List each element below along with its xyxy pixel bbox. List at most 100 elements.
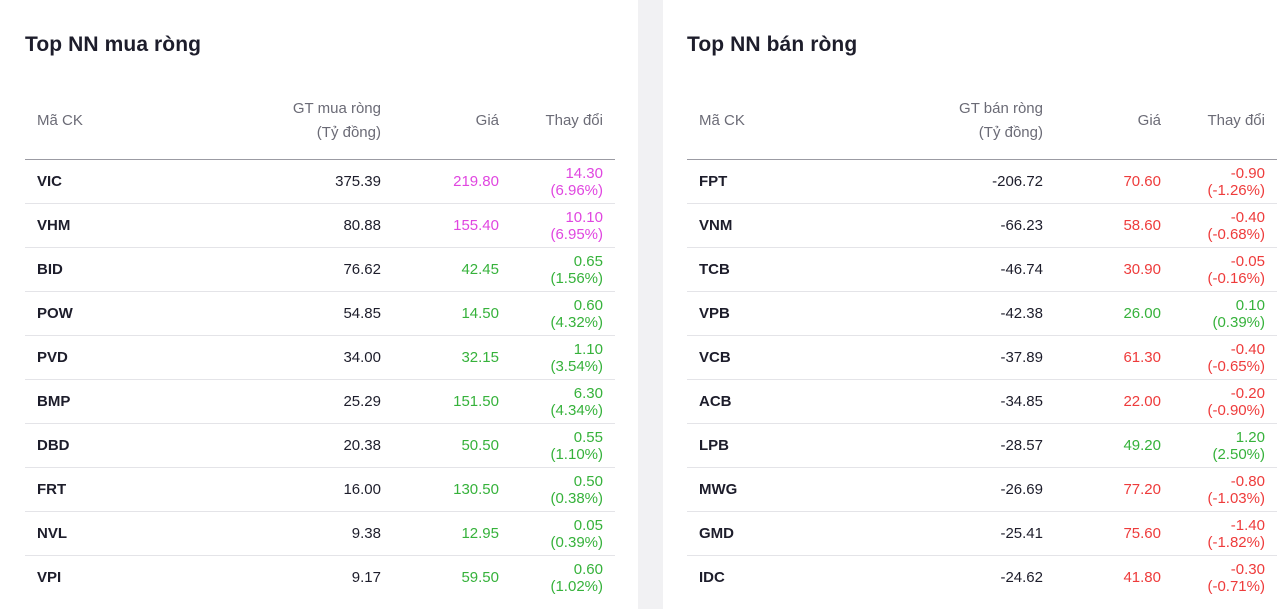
stock-code-cell[interactable]: DBD (25, 423, 169, 468)
stock-code-cell[interactable]: VPB (687, 291, 831, 336)
change-cell: 1.20 (2.50%) (1173, 423, 1277, 468)
table-row[interactable]: VPI 9.17 59.50 0.60 (1.02%) (25, 556, 615, 600)
table-row[interactable]: VNM -66.23 58.60 -0.40 (-0.68%) (687, 203, 1277, 248)
stock-code-cell[interactable]: PVD (25, 335, 169, 380)
net-value-cell: -24.62 (1000, 569, 1043, 586)
change-cell: -0.40 (-0.68%) (1173, 203, 1277, 248)
stock-code-cell[interactable]: VCB (687, 335, 831, 380)
table-row[interactable]: PVD 34.00 32.15 1.10 (3.54%) (25, 335, 615, 380)
price-cell: 75.60 (1055, 511, 1173, 556)
table-row[interactable]: BMP 25.29 151.50 6.30 (4.34%) (25, 379, 615, 424)
table-row[interactable]: TCB -46.74 30.90 -0.05 (-0.16%) (687, 247, 1277, 292)
stock-code-cell[interactable]: VIC (25, 159, 169, 204)
table-row[interactable]: MWG -26.69 77.20 -0.80 (-1.03%) (687, 467, 1277, 512)
change-cell: 10.10 (6.95%) (511, 203, 615, 248)
net-value-cell: 54.85 (169, 291, 393, 336)
net-buy-rows: VIC 375.39 219.80 14.30 (6.96%) VHM 80.88 155.… (25, 159, 615, 600)
net-value-cell: 80.88 (169, 203, 393, 248)
change-cell: 0.05 (0.39%) (511, 511, 615, 556)
stock-code-cell[interactable]: NVL (25, 511, 169, 556)
price-cell: 26.00 (1055, 291, 1173, 336)
net-value-cell: 20.38 (169, 423, 393, 468)
table-row[interactable]: LPB -28.57 49.20 1.20 (2.50%) (687, 423, 1277, 468)
price-cell: 32.15 (393, 335, 511, 380)
col-header-change[interactable]: Thay đổi (511, 82, 615, 160)
col-header-net-buy-value-line2: (Tỷ đồng) (316, 123, 381, 141)
price-cell: 61.30 (1055, 335, 1173, 380)
stock-code-cell[interactable]: POW (25, 291, 169, 336)
table-row[interactable]: IDC -24.62 41.80 -0.30 (-0.71%) (687, 556, 1277, 600)
top-net-sell-panel: Top NN bán ròng Mã CK GT bán ròng (Tỷ đồ… (663, 0, 1280, 609)
table-row[interactable]: ACB -34.85 22.00 -0.20 (-0.90%) (687, 379, 1277, 424)
price-cell: 70.60 (1055, 159, 1173, 204)
net-buy-header-row: Mã CK GT mua ròng (Tỷ đồng) Giá Thay đổi (25, 82, 615, 160)
stock-code-cell[interactable]: TCB (687, 247, 831, 292)
net-value-cell: 375.39 (169, 159, 393, 204)
net-value-cell: 34.00 (169, 335, 393, 380)
change-cell: 0.10 (0.39%) (1173, 291, 1277, 336)
stock-code-cell[interactable]: FRT (25, 467, 169, 512)
change-cell: 1.10 (3.54%) (511, 335, 615, 380)
stock-code-cell[interactable]: LPB (687, 423, 831, 468)
net-value-cell: -25.41 (831, 511, 1055, 556)
net-sell-rows: FPT -206.72 70.60 -0.90 (-1.26%) VNM -66.23 58… (687, 159, 1277, 600)
stock-code-cell[interactable]: GMD (687, 511, 831, 556)
net-value-cell: 76.62 (169, 247, 393, 292)
net-buy-table: Mã CK GT mua ròng (Tỷ đồng) Giá Thay đổi… (25, 82, 615, 599)
table-row[interactable]: FRT 16.00 130.50 0.50 (0.38%) (25, 467, 615, 512)
table-row[interactable]: VIC 375.39 219.80 14.30 (6.96%) (25, 159, 615, 204)
table-row[interactable]: BID 76.62 42.45 0.65 (1.56%) (25, 247, 615, 292)
change-cell: -0.05 (-0.16%) (1173, 247, 1277, 292)
stock-code-cell[interactable]: VHM (25, 203, 169, 248)
col-header-code[interactable]: Mã CK (25, 82, 169, 160)
price-cell: 49.20 (1055, 423, 1173, 468)
table-row[interactable]: GMD -25.41 75.60 -1.40 (-1.82%) (687, 511, 1277, 556)
table-row[interactable]: DBD 20.38 50.50 0.55 (1.10%) (25, 423, 615, 468)
table-row[interactable]: VHM 80.88 155.40 10.10 (6.95%) (25, 203, 615, 248)
table-row[interactable]: VCB -37.89 61.30 -0.40 (-0.65%) (687, 335, 1277, 380)
stock-code-cell[interactable]: BID (25, 247, 169, 292)
net-value-cell: -46.74 (831, 247, 1055, 292)
change-cell: 0.60 (1.02%) (550, 560, 603, 595)
table-row[interactable]: POW 54.85 14.50 0.60 (4.32%) (25, 291, 615, 336)
price-cell: 59.50 (461, 569, 499, 586)
stock-code-cell[interactable]: BMP (25, 379, 169, 424)
col-header-code[interactable]: Mã CK (687, 82, 831, 160)
col-header-price[interactable]: Giá (393, 82, 511, 160)
col-header-change[interactable]: Thay đổi (1173, 82, 1277, 160)
change-cell: -1.40 (-1.82%) (1173, 511, 1277, 556)
col-header-price[interactable]: Giá (1055, 82, 1173, 160)
change-cell: 0.60 (4.32%) (511, 291, 615, 336)
table-row[interactable]: FPT -206.72 70.60 -0.90 (-1.26%) (687, 159, 1277, 204)
stock-code-cell[interactable]: ACB (687, 379, 831, 424)
net-value-cell: -42.38 (831, 291, 1055, 336)
change-cell: 6.30 (4.34%) (511, 379, 615, 424)
net-sell-title: Top NN bán ròng (687, 33, 858, 56)
top-net-buy-panel: Top NN mua ròng Mã CK GT mua ròng (Tỷ đồ… (0, 0, 638, 609)
change-cell: 0.65 (1.56%) (511, 247, 615, 292)
col-header-net-buy-value[interactable]: GT mua ròng (Tỷ đồng) (169, 82, 393, 160)
price-cell: 151.50 (393, 379, 511, 424)
col-header-net-sell-value[interactable]: GT bán ròng (Tỷ đồng) (831, 82, 1055, 160)
price-cell: 22.00 (1055, 379, 1173, 424)
price-cell: 42.45 (393, 247, 511, 292)
stock-code-cell[interactable]: FPT (687, 159, 831, 204)
col-header-net-sell-value-line2: (Tỷ đồng) (978, 123, 1043, 141)
table-row[interactable]: VPB -42.38 26.00 0.10 (0.39%) (687, 291, 1277, 336)
stock-code-cell[interactable]: MWG (687, 467, 831, 512)
net-value-cell: -34.85 (831, 379, 1055, 424)
col-header-net-sell-value-line1: GT bán ròng (959, 99, 1043, 117)
stock-code-cell[interactable]: VPI (37, 569, 62, 586)
change-cell: 14.30 (6.96%) (511, 159, 615, 204)
change-cell: -0.80 (-1.03%) (1173, 467, 1277, 512)
price-cell: 30.90 (1055, 247, 1173, 292)
col-header-net-buy-value-line1: GT mua ròng (292, 99, 381, 117)
stock-code-cell[interactable]: VNM (687, 203, 831, 248)
change-cell: -0.40 (-0.65%) (1173, 335, 1277, 380)
stock-code-cell[interactable]: IDC (699, 569, 725, 586)
table-row[interactable]: NVL 9.38 12.95 0.05 (0.39%) (25, 511, 615, 556)
net-value-cell: -28.57 (831, 423, 1055, 468)
net-value-cell: 9.38 (169, 511, 393, 556)
price-cell: 219.80 (393, 159, 511, 204)
